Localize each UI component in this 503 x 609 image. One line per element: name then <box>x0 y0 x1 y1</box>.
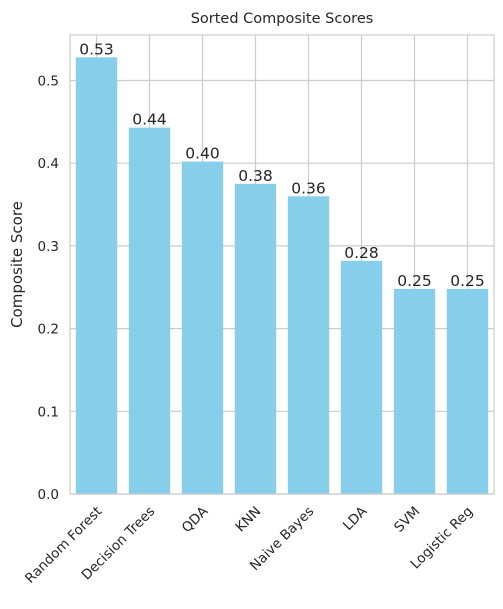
bars <box>75 57 489 495</box>
y-tick-label: 0.1 <box>38 404 59 420</box>
x-tick-label: LDA <box>340 503 371 534</box>
plot-frame <box>69 34 495 495</box>
bar-value-label: 0.28 <box>344 244 379 262</box>
bar <box>75 57 118 494</box>
x-tick-label: SVM <box>391 504 423 536</box>
x-tick-label: QDA <box>179 503 212 536</box>
bar-value-label: 0.40 <box>185 145 220 163</box>
bar <box>287 196 330 494</box>
y-axis-label: Composite Score <box>8 201 26 328</box>
bar <box>446 288 489 494</box>
y-tick-label: 0.2 <box>38 322 59 338</box>
y-tick-label: 0.4 <box>38 156 59 172</box>
y-tick-label: 0.5 <box>38 73 59 89</box>
bar-value-label: 0.36 <box>291 179 326 197</box>
bar <box>393 288 436 494</box>
y-tick-label: 0.0 <box>38 487 59 503</box>
bar-value-labels: 0.53 0.44 0.40 0.38 0.36 0.28 0.25 0.25 <box>79 40 485 290</box>
bar-value-label: 0.25 <box>450 272 485 290</box>
y-tick-label: 0.3 <box>38 239 59 255</box>
bar-value-label: 0.44 <box>132 111 167 129</box>
bar <box>181 161 224 494</box>
bar-value-label: 0.25 <box>397 272 432 290</box>
bar <box>128 127 171 495</box>
x-tick-label: KNN <box>232 504 264 536</box>
y-tick-labels: 0.0 0.1 0.2 0.3 0.4 0.5 <box>38 73 59 503</box>
chart-title: Sorted Composite Scores <box>191 11 374 27</box>
bar-value-label: 0.38 <box>238 167 273 185</box>
bar <box>234 183 277 494</box>
bar <box>340 260 383 494</box>
bar-value-label: 0.53 <box>79 40 114 58</box>
